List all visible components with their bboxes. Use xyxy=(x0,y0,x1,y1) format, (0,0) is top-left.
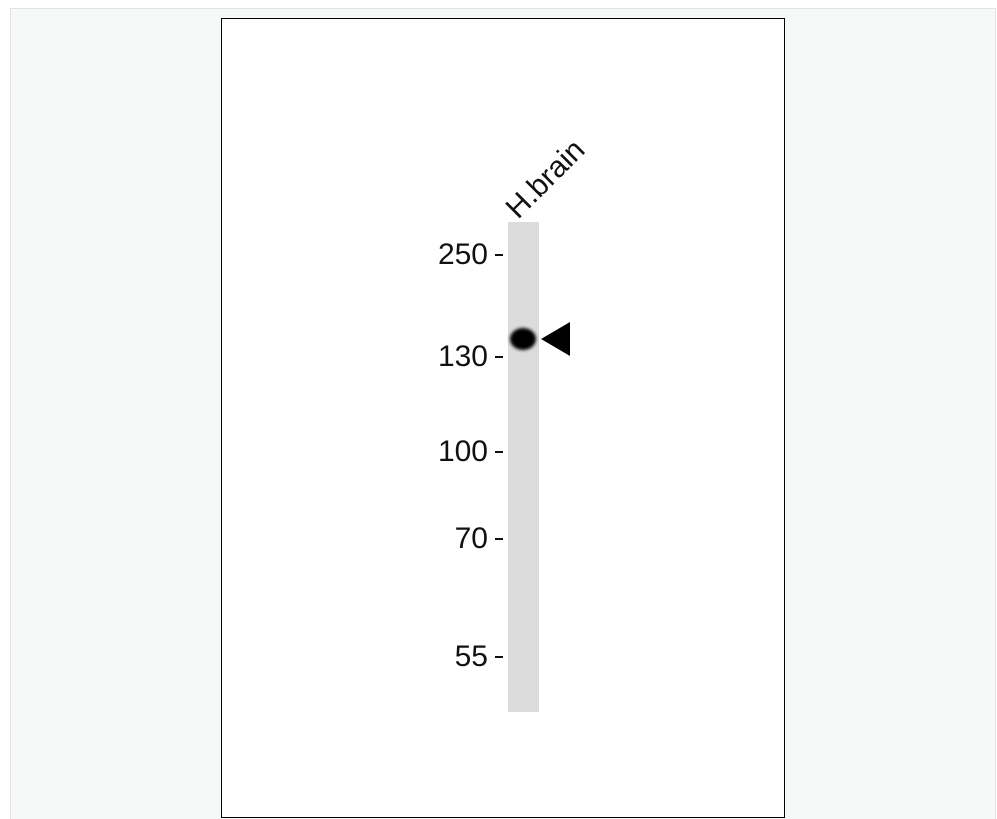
marker-label: 55 xyxy=(455,640,488,673)
marker-label: 100 xyxy=(438,435,488,468)
page: H.brain 2501301007055 (() => { const dat… xyxy=(0,0,997,819)
blot-panel xyxy=(222,19,785,818)
lane xyxy=(508,222,539,712)
blot-figure: H.brain 2501301007055 xyxy=(0,0,997,819)
marker-label: 70 xyxy=(455,522,488,555)
marker-label: 250 xyxy=(438,238,488,271)
marker-label: 130 xyxy=(438,340,488,373)
band xyxy=(510,328,536,350)
